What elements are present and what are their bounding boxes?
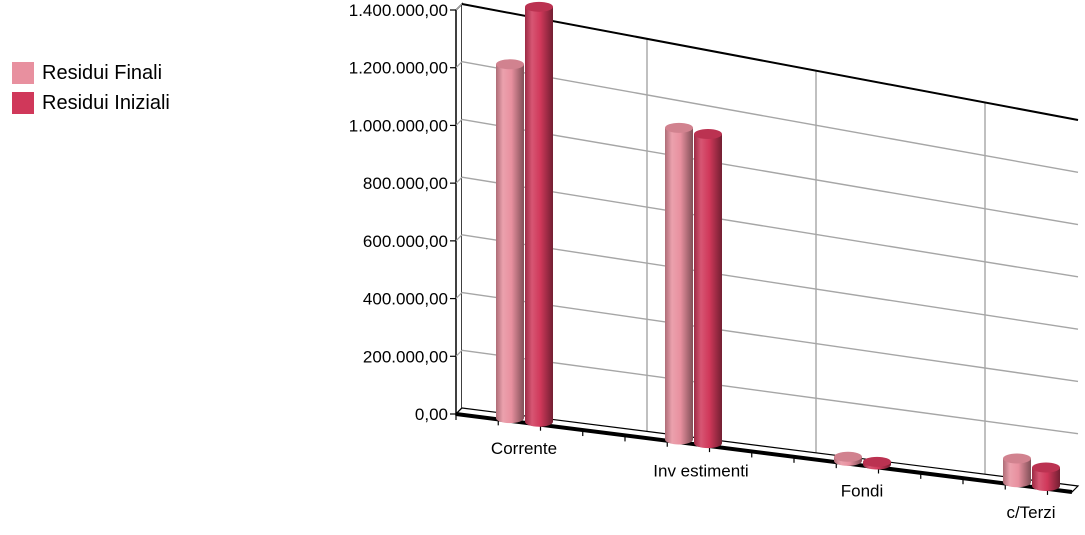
- legend-item-1: Residui Iniziali: [12, 88, 170, 118]
- bar-3-1: [1032, 467, 1060, 491]
- back-wall-top-edge: [461, 3, 1079, 121]
- bar-0-0: [496, 64, 524, 424]
- y-tick-label: 1.400.000,00: [349, 1, 448, 20]
- gridline-y: [461, 176, 1079, 278]
- gridline-y: [461, 349, 1079, 435]
- bar-top-0-1: [525, 1, 553, 12]
- gridline-y-side: [455, 3, 463, 11]
- bar-top-2-1: [863, 456, 891, 467]
- y-tick-label: 1.000.000,00: [349, 116, 448, 135]
- x-tick-label: Fondi: [841, 482, 884, 501]
- bar-top-3-0: [1003, 453, 1031, 464]
- legend-swatch-0: [12, 62, 34, 84]
- gridline-y-side: [455, 234, 463, 242]
- legend-swatch-1: [12, 92, 34, 114]
- bar-top-3-1: [1032, 462, 1060, 473]
- x-tick-label: Inv estimenti: [653, 461, 748, 480]
- legend: Residui Finali Residui Iniziali: [12, 58, 170, 118]
- y-tick-label: 1.200.000,00: [349, 59, 448, 78]
- bar-top-0-0: [496, 59, 524, 70]
- bar-3-0: [1003, 458, 1031, 488]
- y-tick-label: 0,00: [415, 405, 448, 424]
- bar-top-1-0: [665, 122, 693, 133]
- x-tick-label: Corrente: [491, 439, 557, 458]
- bar-top-2-0: [834, 451, 862, 462]
- y-tick-label: 400.000,00: [363, 290, 448, 309]
- gridline-y-side: [455, 349, 463, 357]
- bar-top-1-1: [694, 129, 722, 140]
- gridline-y: [461, 234, 1079, 330]
- legend-label-1: Residui Iniziali: [42, 91, 170, 114]
- bar-0-1: [525, 6, 553, 427]
- gridline-y: [461, 118, 1079, 226]
- gridline-y-side: [455, 292, 463, 299]
- gridline-y-side: [455, 61, 463, 69]
- legend-label-0: Residui Finali: [42, 61, 163, 84]
- bar-1-0: [665, 127, 693, 445]
- bar-1-1: [694, 134, 722, 449]
- y-tick-label: 600.000,00: [363, 232, 448, 251]
- gridline-y: [461, 291, 1079, 383]
- x-axis-line: [455, 412, 1073, 494]
- gridline-y-side: [455, 119, 463, 126]
- x-tick-label: c/Terzi: [1006, 503, 1055, 522]
- gridline-y: [461, 61, 1079, 173]
- back-wall: [462, 4, 1078, 486]
- y-tick-label: 800.000,00: [363, 174, 448, 193]
- y-tick-label: 200.000,00: [363, 347, 448, 366]
- gridline-y-side: [455, 176, 463, 184]
- legend-item-0: Residui Finali: [12, 58, 170, 88]
